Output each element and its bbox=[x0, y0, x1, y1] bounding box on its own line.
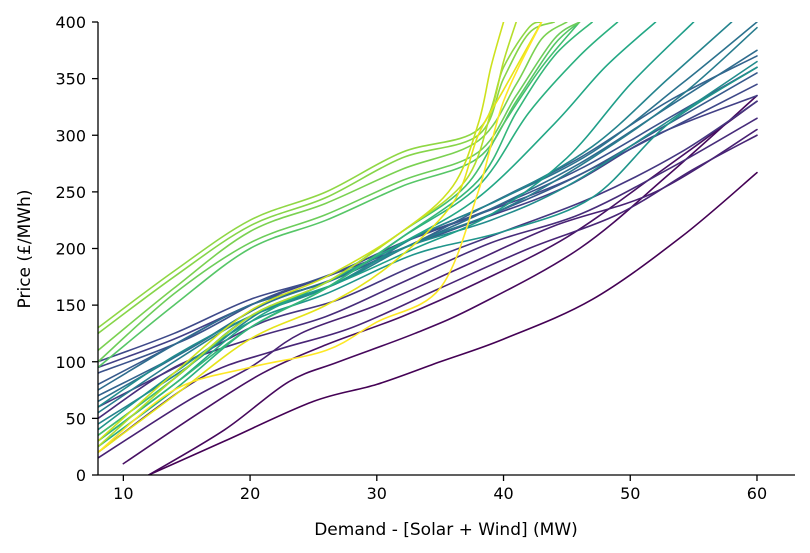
x-axis-label: Demand - [Solar + Wind] (MW) bbox=[314, 520, 578, 540]
y-tick-label: 400 bbox=[55, 13, 86, 32]
series-line-25 bbox=[98, 22, 581, 363]
x-tick-label: 20 bbox=[240, 484, 260, 503]
y-tick-label: 200 bbox=[55, 240, 86, 259]
series-line-9 bbox=[98, 83, 758, 363]
x-tick-label: 40 bbox=[493, 484, 513, 503]
series-line-20 bbox=[98, 22, 657, 442]
x-axis-ticks: 10 20 30 40 50 60 bbox=[113, 475, 767, 503]
series-line-30 bbox=[98, 22, 505, 442]
series-lines bbox=[98, 22, 758, 475]
series-line-2 bbox=[147, 94, 758, 475]
series-line-1 bbox=[147, 171, 758, 475]
y-tick-label: 150 bbox=[55, 296, 86, 315]
y-tick-label: 100 bbox=[55, 353, 86, 372]
series-line-3 bbox=[122, 100, 758, 465]
series-line-4 bbox=[98, 128, 758, 459]
y-axis-ticks: 0 50 100 150 200 250 300 350 400 bbox=[55, 13, 98, 485]
y-tick-label: 50 bbox=[66, 409, 86, 428]
x-tick-label: 10 bbox=[113, 484, 133, 503]
y-tick-label: 350 bbox=[55, 70, 86, 89]
series-line-22 bbox=[98, 22, 594, 442]
y-tick-label: 300 bbox=[55, 126, 86, 145]
series-line-17 bbox=[98, 60, 758, 408]
y-tick-label: 0 bbox=[76, 466, 86, 485]
series-line-26 bbox=[98, 22, 568, 352]
series-line-16 bbox=[98, 22, 733, 425]
y-axis-label: Price (£/MWh) bbox=[15, 190, 35, 309]
y-tick-label: 250 bbox=[55, 183, 86, 202]
series-line-24 bbox=[98, 22, 581, 369]
series-line-27 bbox=[98, 22, 556, 335]
series-line-18 bbox=[98, 66, 758, 431]
series-line-6 bbox=[98, 117, 758, 420]
series-line-28 bbox=[98, 22, 543, 329]
series-line-32 bbox=[98, 22, 543, 454]
x-tick-label: 50 bbox=[620, 484, 640, 503]
x-tick-label: 30 bbox=[367, 484, 387, 503]
x-tick-label: 60 bbox=[747, 484, 767, 503]
